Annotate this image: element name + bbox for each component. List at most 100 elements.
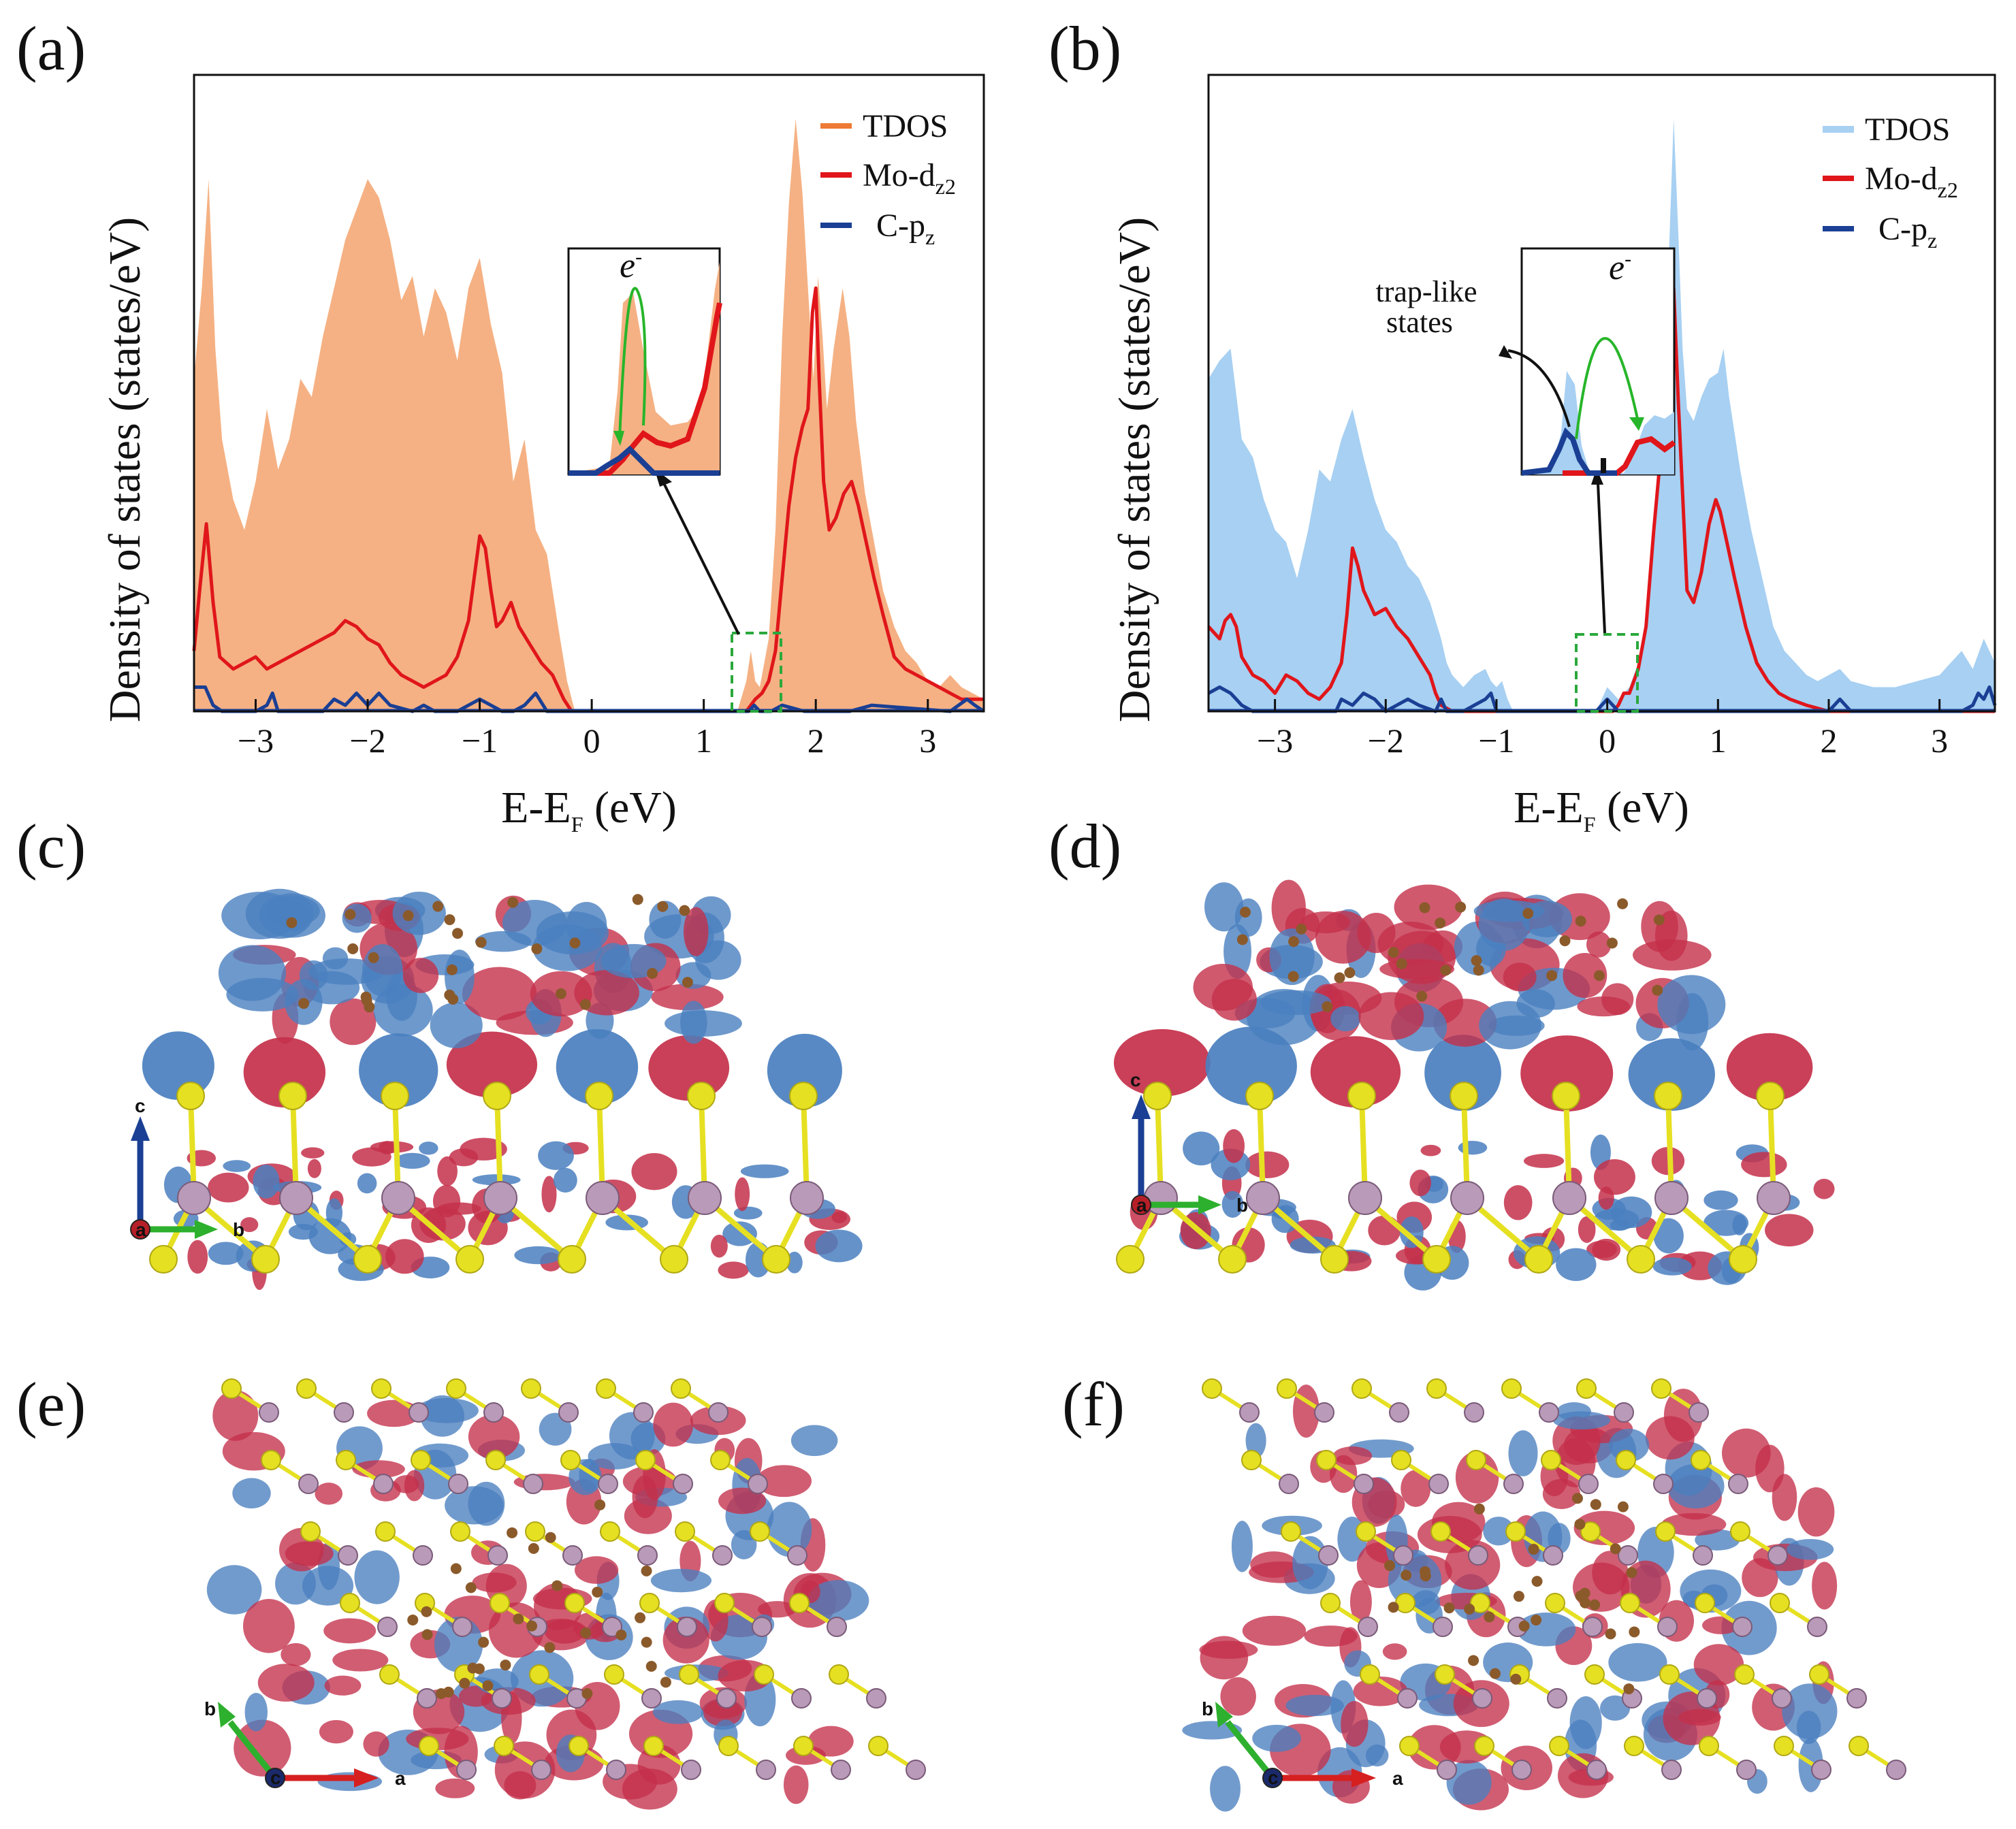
trap-label-line1: trap-like — [1375, 275, 1477, 308]
mo-atom — [1239, 1402, 1260, 1423]
s-atom — [1347, 1082, 1376, 1110]
mo-atom — [1543, 1545, 1563, 1566]
isosurface-lobe — [1446, 1760, 1492, 1805]
s-atom — [1245, 1082, 1274, 1110]
c-atom — [1531, 1615, 1542, 1626]
c-atom — [1443, 1602, 1455, 1614]
s-atom — [1580, 1521, 1601, 1542]
isosurface-lobe — [1765, 1214, 1814, 1247]
charge-density-side-view-c — [142, 888, 863, 1291]
panel-label-d: (d) — [1049, 811, 1122, 881]
mo-atom — [1654, 1181, 1689, 1215]
s-atom — [450, 1521, 470, 1542]
bond — [392, 1095, 401, 1199]
mo-atom — [1318, 1545, 1339, 1566]
plot-area-a: −3 −2 −1 0 1 2 3 e- TDOS Mo-dz2 C-pz — [192, 74, 985, 760]
c-atom — [507, 1527, 518, 1538]
c-atom — [1322, 1001, 1333, 1012]
isosurface-lobe — [1645, 1416, 1695, 1460]
s-atom — [149, 1245, 178, 1274]
mo-atom — [1728, 1474, 1748, 1494]
c-atom — [1574, 1519, 1586, 1530]
c-atom — [1626, 1567, 1637, 1579]
isosurface-lobe — [324, 1675, 362, 1696]
isosurface-lobe — [1211, 978, 1257, 1021]
legend-a: TDOS Mo-dz2 C-pz — [820, 108, 956, 249]
c-atom — [1401, 1570, 1412, 1581]
isosurface-lobe — [142, 1031, 214, 1100]
isosurface-lobe — [710, 1234, 728, 1258]
isosurface-lobe — [244, 1692, 268, 1732]
mo-atom — [1586, 1760, 1607, 1780]
c-atom — [1629, 1626, 1640, 1638]
isosurface-lobe — [1652, 1257, 1692, 1276]
mo-atom — [1397, 1688, 1418, 1709]
isosurface-lobe — [208, 1242, 244, 1265]
isosurface-lobe — [1183, 1131, 1220, 1166]
mo-atom — [752, 1617, 772, 1637]
s-atom — [1426, 1378, 1447, 1399]
s-atom — [1584, 1664, 1605, 1685]
s-atom — [1277, 1378, 1297, 1399]
isosurface-lobe — [362, 944, 403, 997]
isosurface-lobe — [392, 891, 446, 935]
isosurface-lobe — [735, 1177, 750, 1212]
isosurface-lobe — [187, 1240, 208, 1274]
isosurface-lobe — [385, 1239, 424, 1274]
bond — [290, 1095, 299, 1199]
isosurface-lobe — [1220, 1677, 1256, 1716]
isosurface-lobe — [357, 1173, 377, 1194]
isosurface-lobe — [234, 1719, 291, 1777]
trap-arrow-b — [1507, 349, 1571, 427]
isosurface-lobe — [468, 1481, 505, 1526]
mo-atom — [1653, 1474, 1674, 1494]
isosurface-lobe — [1732, 1214, 1747, 1235]
series-tdos-b — [1209, 118, 1995, 711]
mo-atom — [791, 1688, 812, 1709]
bond — [1461, 1095, 1470, 1199]
isosurface-lobe — [1610, 1219, 1630, 1231]
isosurface-lobe — [332, 1649, 389, 1672]
x-tick-label-a: 3 — [919, 722, 936, 760]
mo-atom — [1661, 1760, 1682, 1780]
c-atom — [1522, 907, 1534, 919]
s-atom — [1505, 1521, 1526, 1542]
c-atom — [1416, 990, 1428, 1002]
axis-c-label-c: c — [135, 1096, 146, 1116]
s-atom — [278, 1082, 307, 1110]
mo-atom — [1246, 1181, 1280, 1215]
isosurface-lobe — [1726, 1033, 1813, 1102]
isosurface-lobe — [541, 1176, 557, 1213]
isosurface-lobe — [1787, 1538, 1834, 1560]
s-atom — [353, 1245, 382, 1274]
s-atom — [1391, 1450, 1411, 1470]
x-tick-label-a: −2 — [349, 722, 385, 760]
isosurface-lobe — [1796, 1711, 1821, 1745]
c-atom — [1388, 947, 1399, 958]
isosurface-lobe — [437, 1156, 458, 1186]
c-atom — [500, 1660, 511, 1671]
s-atom — [1651, 1378, 1671, 1399]
mo-atom — [1811, 1760, 1831, 1780]
isosurface-lobe — [631, 1153, 677, 1191]
c-atom — [594, 1499, 606, 1510]
isosurface-lobe — [1245, 1423, 1266, 1458]
c-atom — [1575, 916, 1586, 927]
s-atom — [1620, 1593, 1640, 1613]
mo-atom — [1503, 1474, 1524, 1494]
isosurface-lobe — [790, 1425, 838, 1457]
isosurface-lobe — [315, 1483, 343, 1505]
s-atom — [600, 1521, 620, 1542]
isosurface-lobe — [1653, 1218, 1684, 1254]
s-atom — [1116, 1245, 1145, 1274]
mo-atom — [448, 1474, 468, 1494]
isosurface-lobe — [1569, 1696, 1602, 1749]
s-atom — [671, 1378, 691, 1399]
c-atom — [545, 1532, 556, 1543]
panel-label-b: (b) — [1049, 14, 1122, 83]
x-tick-label-b: 0 — [1599, 722, 1616, 760]
s-atom — [560, 1450, 581, 1470]
s-atom — [1545, 1593, 1565, 1613]
isosurface-lobe — [242, 1598, 295, 1653]
s-atom — [251, 1245, 280, 1274]
